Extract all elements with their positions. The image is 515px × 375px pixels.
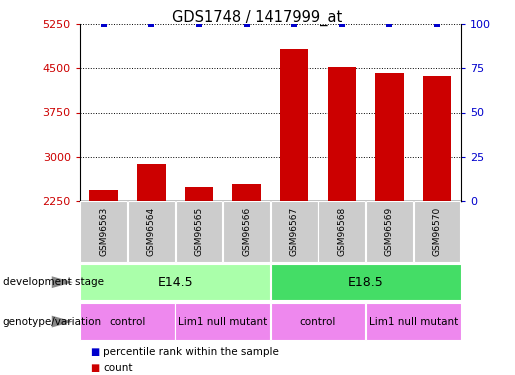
Text: GSM96564: GSM96564 [147, 207, 156, 256]
Text: ■: ■ [90, 363, 99, 373]
Bar [90, 190, 118, 333]
Bar [366, 201, 413, 262]
Polygon shape [52, 316, 73, 327]
Text: Lim1 null mutant: Lim1 null mutant [178, 316, 267, 327]
Text: GSM96563: GSM96563 [99, 207, 108, 256]
Text: GSM96566: GSM96566 [242, 207, 251, 256]
Text: GDS1748 / 1417999_at: GDS1748 / 1417999_at [173, 9, 342, 26]
Bar [223, 201, 270, 262]
Bar [375, 72, 404, 333]
Bar [184, 186, 213, 333]
Polygon shape [52, 276, 73, 288]
Bar [137, 164, 165, 333]
Text: control: control [109, 316, 146, 327]
Bar [80, 264, 270, 300]
Text: ■: ■ [90, 347, 99, 357]
Text: GSM96567: GSM96567 [290, 207, 299, 256]
Text: GSM96568: GSM96568 [337, 207, 346, 256]
Bar [232, 184, 261, 333]
Bar [128, 201, 175, 262]
Bar [414, 201, 460, 262]
Text: percentile rank within the sample: percentile rank within the sample [103, 347, 279, 357]
Bar [318, 201, 365, 262]
Bar [270, 264, 461, 300]
Text: GSM96569: GSM96569 [385, 207, 394, 256]
Bar [176, 201, 222, 262]
Bar [366, 303, 461, 340]
Text: GSM96570: GSM96570 [433, 207, 441, 256]
Text: development stage: development stage [3, 277, 104, 287]
Bar [175, 303, 270, 340]
Bar [270, 303, 366, 340]
Bar [328, 67, 356, 333]
Text: count: count [103, 363, 132, 373]
Text: E18.5: E18.5 [348, 276, 384, 289]
Bar [80, 303, 175, 340]
Bar [271, 201, 318, 262]
Text: control: control [300, 316, 336, 327]
Text: genotype/variation: genotype/variation [3, 316, 101, 327]
Bar [423, 76, 451, 333]
Text: Lim1 null mutant: Lim1 null mutant [369, 316, 458, 327]
Bar [80, 201, 127, 262]
Text: E14.5: E14.5 [157, 276, 193, 289]
Text: GSM96565: GSM96565 [195, 207, 203, 256]
Bar [280, 49, 308, 333]
